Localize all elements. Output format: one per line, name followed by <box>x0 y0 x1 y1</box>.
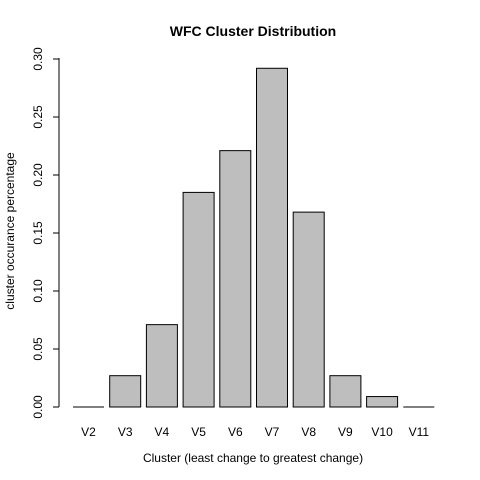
y-tick-label: 0.05 <box>31 337 45 361</box>
chart-title: WFC Cluster Distribution <box>170 23 336 39</box>
bar-v4 <box>145 324 178 408</box>
y-axis-ticks: 0.00 0.05 0.10 0.15 0.20 0.25 0.30 <box>31 47 59 419</box>
bar-v8 <box>292 211 325 408</box>
x-tick-label: V2 <box>81 425 96 439</box>
bar-v6 <box>219 150 252 408</box>
bar-v7 <box>256 67 288 408</box>
y-tick-label: 0.10 <box>31 279 45 303</box>
y-tick-label: 0.25 <box>31 105 45 129</box>
x-tick-label: V3 <box>118 425 133 439</box>
x-tick-label: V7 <box>265 425 280 439</box>
bar-v5 <box>182 191 215 408</box>
x-tick-label: V6 <box>228 425 243 439</box>
x-tick-label: V5 <box>191 425 206 439</box>
y-tick-label: 0.00 <box>31 395 45 419</box>
x-axis-label: Cluster (least change to greatest change… <box>143 451 363 465</box>
y-axis-label: cluster occurance percentage <box>3 152 17 310</box>
y-tick-label: 0.15 <box>31 221 45 245</box>
x-tick-label: V10 <box>371 425 393 439</box>
bar-v3 <box>109 375 142 408</box>
y-tick-label: 0.30 <box>31 47 45 71</box>
x-tick-label: V4 <box>155 425 170 439</box>
bar-v9 <box>329 375 362 408</box>
x-tick-label: V11 <box>409 425 430 439</box>
x-tick-label: V9 <box>338 425 353 439</box>
y-tick-label: 0.20 <box>31 163 45 187</box>
x-axis-ticks: V2 V3 V4 V5 V6 V7 V8 V9 V10 V11 <box>81 425 429 439</box>
bars <box>73 67 435 408</box>
bar-v10 <box>366 396 399 408</box>
x-tick-label: V8 <box>301 425 316 439</box>
